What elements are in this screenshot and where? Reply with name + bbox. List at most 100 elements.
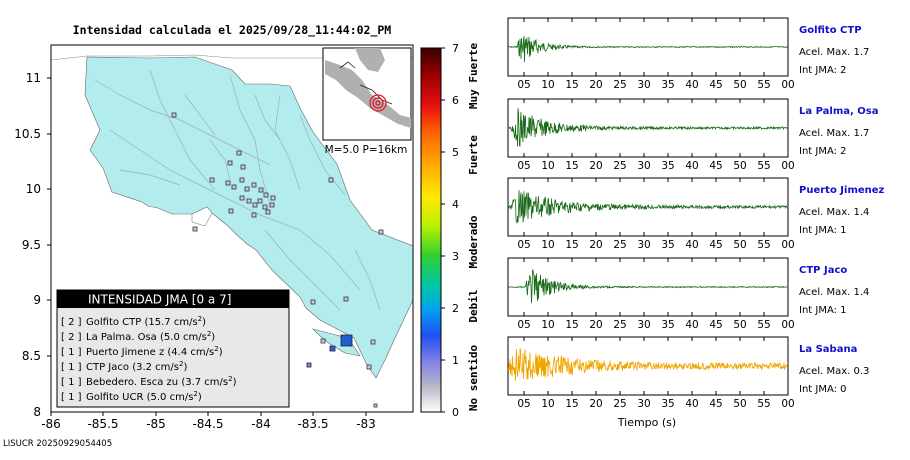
x-tick-label: -83 <box>356 417 376 431</box>
station-jma-intensity: Int JMA: 2 <box>799 146 847 157</box>
colorbar-label-moderado: Moderado <box>467 215 480 268</box>
seismogram-x-tick: 30 <box>637 319 650 331</box>
station-max-acceleration: Acel. Max. 1.7 <box>799 128 869 139</box>
seismogram-x-tick: 05 <box>517 79 530 91</box>
y-tick-label: 8.5 <box>22 349 41 363</box>
seismogram-x-tick: 00 <box>781 79 794 91</box>
seismogram-x-tick: 45 <box>709 239 722 251</box>
seismogram-trace <box>507 348 789 382</box>
seismogram-x-tick: 35 <box>661 160 674 172</box>
seismogram-x-tick: 15 <box>565 319 578 331</box>
map-x-axis: -86 -85.5 -85 -84.5 -84 -83.5 -83 <box>41 417 376 431</box>
legend-item-station: La Palma. Osa (5.0 cm/s2) <box>86 330 215 343</box>
colorbar-tick: 3 <box>452 250 459 263</box>
seismogram-x-tick: 40 <box>685 398 698 410</box>
colorbar-tick: 1 <box>452 354 459 367</box>
colorbar-label-no-sentido: No sentido <box>467 345 480 412</box>
seismogram-x-tick: 35 <box>661 398 674 410</box>
epicenter-bullseye-icon <box>369 94 387 112</box>
seismogram-x-tick: 20 <box>589 79 602 91</box>
station-marker-blue <box>329 345 336 352</box>
seismogram-x-tick: 30 <box>637 79 650 91</box>
seismogram-x-tick: 40 <box>685 319 698 331</box>
colorbar-tick: 7 <box>452 42 459 55</box>
seismogram-x-tick: 15 <box>565 239 578 251</box>
colorbar-tick: 5 <box>452 146 459 159</box>
station-max-acceleration: Acel. Max. 1.7 <box>799 47 869 58</box>
seismogram-x-tick: 25 <box>613 79 626 91</box>
inset-land <box>325 60 411 128</box>
seismogram-trace <box>507 108 789 147</box>
nicoya-gulf <box>191 206 213 227</box>
seismogram-x-tick: 55 <box>757 239 770 251</box>
seismogram-x-tick: 55 <box>757 319 770 331</box>
seismogram-x-tick: 00 <box>781 160 794 172</box>
seismogram-x-tick: 20 <box>589 239 602 251</box>
y-tick-label: 9 <box>33 293 41 307</box>
seismogram-x-tick: 40 <box>685 79 698 91</box>
seismogram-x-tick: 40 <box>685 239 698 251</box>
seismogram-x-tick: 50 <box>733 398 746 410</box>
map-ticks <box>47 77 367 416</box>
seismogram-panel: 05 10 15 20 25 30 35 40 45 50 55 00 CTP Jaco Acel. Ma… <box>507 257 869 331</box>
colorbar-label-fuerte: Fuerte <box>467 135 480 175</box>
legend-item-level: [ 2 ] <box>61 332 82 343</box>
seismogram-panel: 05 10 15 20 25 30 35 40 45 50 55 00 Golfito CTP Acel.… <box>507 17 869 91</box>
seismogram-x-tick: 40 <box>685 160 698 172</box>
legend-item-station: Bebedero. Esca zu (3.7 cm/s2) <box>86 375 237 388</box>
seismogram-x-tick: 50 <box>733 79 746 91</box>
rivers-and-roads <box>94 69 381 311</box>
colorbar-tick: 2 <box>452 302 459 315</box>
legend-item-station: Golfito UCR (5.0 cm/s2) <box>86 390 202 403</box>
legend-item-station: Puerto Jimene z (4.4 cm/s2) <box>86 345 223 358</box>
legend-item-station: CTP Jaco (3.2 cm/s2) <box>86 360 187 373</box>
x-tick-label: -83.5 <box>297 417 328 431</box>
seismogram-x-tick: 20 <box>589 398 602 410</box>
seismogram-x-tick: 00 <box>781 319 794 331</box>
station-max-acceleration: Acel. Max. 1.4 <box>799 287 869 298</box>
seismogram-x-tick: 35 <box>661 239 674 251</box>
legend-title: INTENSIDAD JMA [0 a 7] <box>88 293 231 307</box>
seismogram-x-tick: 10 <box>541 398 554 410</box>
seismogram-x-tick: 10 <box>541 79 554 91</box>
x-tick-label: -85.5 <box>87 417 118 431</box>
legend-item-level: [ 1 ] <box>61 362 82 373</box>
map-title: Intensidad calculada el 2025/09/28_11:44… <box>73 23 392 38</box>
seismogram-x-tick: 25 <box>613 319 626 331</box>
station-max-acceleration: Acel. Max. 1.4 <box>799 207 869 218</box>
seismogram-trace <box>508 269 789 304</box>
seismogram-x-tick: 45 <box>709 398 722 410</box>
colorbar-label-muy-fuerte: Muy Fuerte <box>467 43 480 110</box>
y-tick-label: 9.5 <box>22 238 41 252</box>
station-max-acceleration: Acel. Max. 0.3 <box>799 366 869 377</box>
station-marker-blue <box>306 362 312 368</box>
x-tick-label: -86 <box>41 417 61 431</box>
intensity-legend: INTENSIDAD JMA [0 a 7] [ 2 ] Golfito CTP… <box>56 289 290 408</box>
seismogram-x-tick: 20 <box>589 160 602 172</box>
seismogram-x-tick: 20 <box>589 319 602 331</box>
seismogram-x-tick: 55 <box>757 160 770 172</box>
seismogram-panel: 05 10 15 20 25 30 35 40 45 50 55 00 La Palma, Osa Ace… <box>507 98 879 172</box>
seismogram-trace <box>507 190 789 224</box>
seismogram-x-tick: 15 <box>565 160 578 172</box>
legend-item-level: [ 1 ] <box>61 347 82 358</box>
seismogram-x-tick: 45 <box>709 160 722 172</box>
intensity-colorbar: 7 6 5 4 3 2 1 0 Muy Fuerte Fuerte Modera… <box>420 42 480 419</box>
seismogram-x-axis-label: Tiempo (s) <box>617 416 676 429</box>
seismogram-x-tick: 55 <box>757 398 770 410</box>
seismogram-x-tick: 25 <box>613 160 626 172</box>
seismogram-x-tick: 05 <box>517 398 530 410</box>
inset-magnitude-label: M=5.0 P=16km <box>325 144 408 156</box>
seismogram-x-tick: 15 <box>565 79 578 91</box>
seismogram-x-tick: 25 <box>613 398 626 410</box>
seismogram-x-tick: 50 <box>733 239 746 251</box>
seismogram-x-tick: 05 <box>517 239 530 251</box>
map-y-axis: 11 10.5 10 9.5 9 8.5 8 <box>14 71 41 419</box>
y-tick-label: 11 <box>26 71 41 85</box>
seismogram-x-tick: 45 <box>709 79 722 91</box>
y-tick-label: 10 <box>26 182 41 196</box>
seismogram-x-tick: 15 <box>565 398 578 410</box>
seismogram-panel: 05 10 15 20 25 30 35 40 45 50 55 00 Puerto Jimenez Ac… <box>507 177 885 251</box>
seismogram-x-tick: 05 <box>517 319 530 331</box>
seismogram-x-tick: 30 <box>637 398 650 410</box>
